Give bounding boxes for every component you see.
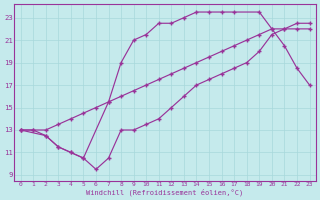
X-axis label: Windchill (Refroidissement éolien,°C): Windchill (Refroidissement éolien,°C) bbox=[86, 188, 244, 196]
